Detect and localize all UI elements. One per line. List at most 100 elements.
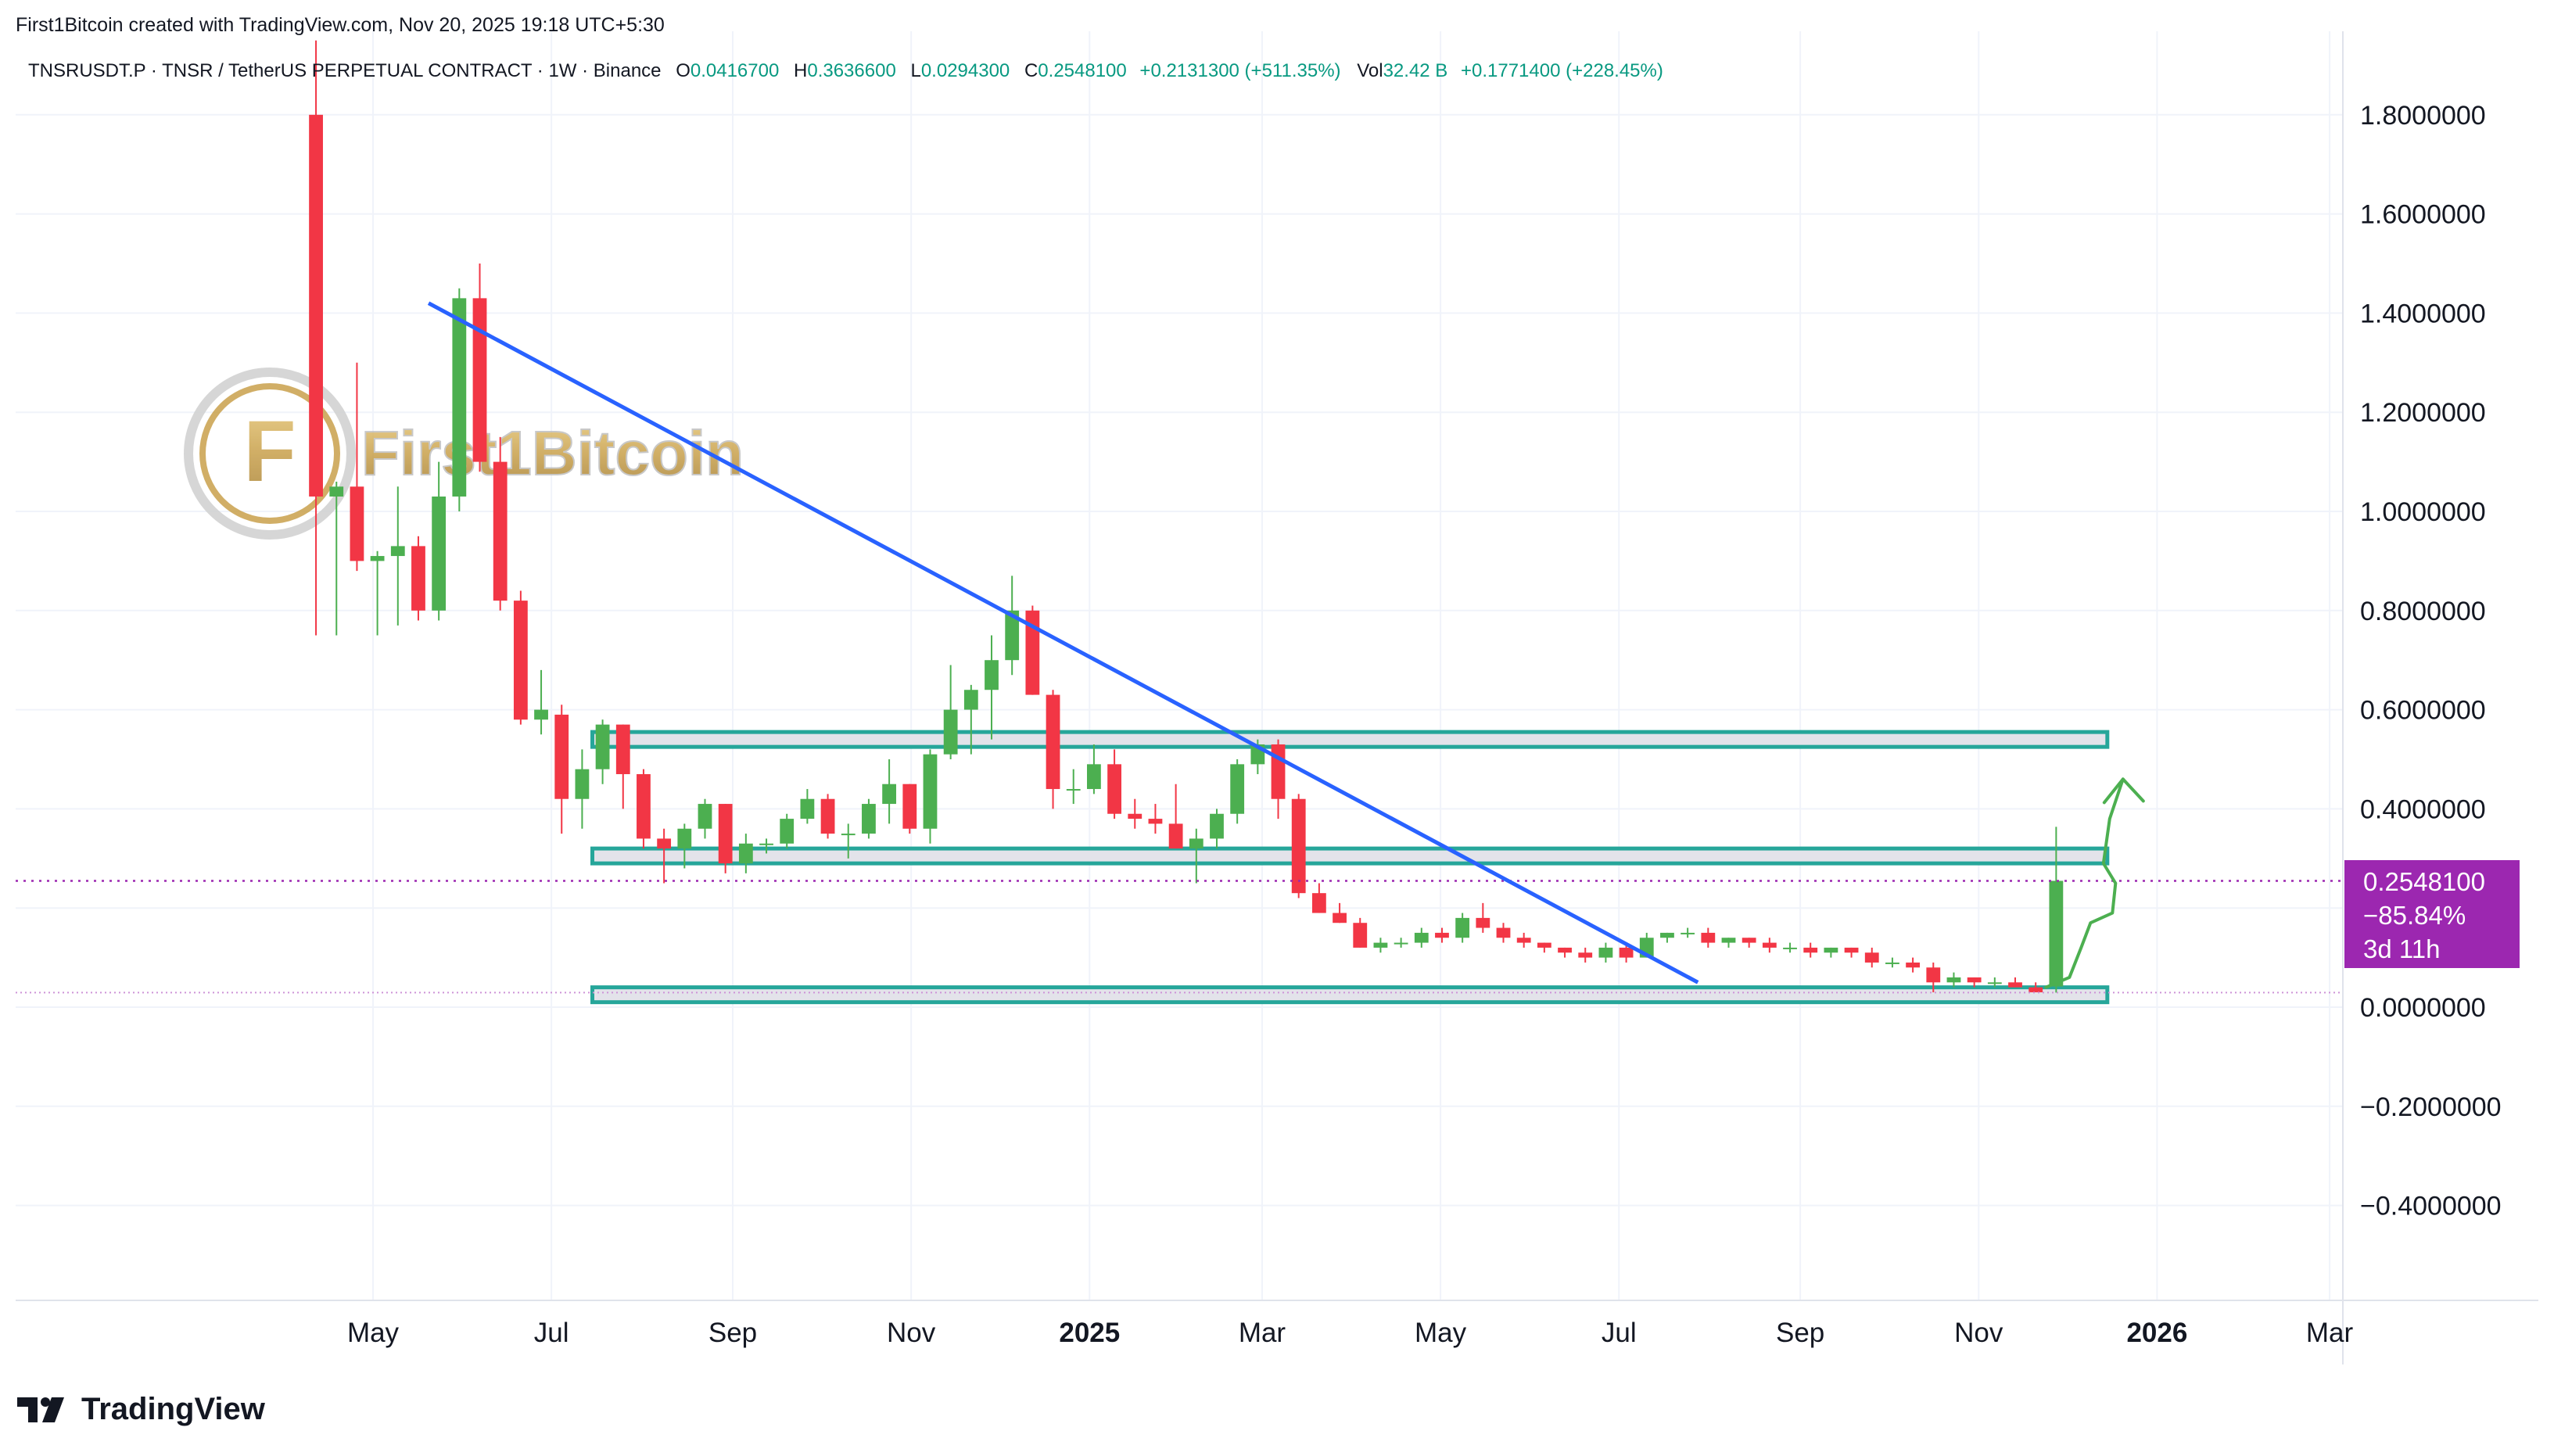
candle-body	[390, 546, 405, 557]
candle-body	[1885, 962, 1899, 964]
candle	[350, 362, 364, 572]
candle	[1333, 902, 1347, 923]
candle-body	[493, 461, 508, 601]
candle	[1660, 932, 1674, 943]
x-tick-label: Jul	[1602, 1318, 1637, 1348]
candle	[1128, 798, 1142, 829]
candle-body	[820, 798, 835, 834]
price-badge-price: 0.2548100	[2363, 867, 2485, 896]
candle-body	[1189, 838, 1203, 849]
candle	[390, 486, 405, 626]
candle-body	[1333, 913, 1347, 923]
svg-text:TNSRUSDT.P · TNSR / TetherUS P: TNSRUSDT.P · TNSR / TetherUS PERPETUAL C…	[28, 60, 1663, 81]
candle-body	[1558, 947, 1572, 953]
candle	[1414, 927, 1429, 948]
candle	[2008, 977, 2022, 988]
candle	[1762, 938, 1777, 953]
candle	[493, 436, 508, 611]
y-tick-label: 1.6000000	[2360, 200, 2486, 230]
legend-c-value: 0.2548100	[1038, 60, 1126, 81]
candle	[1824, 947, 1838, 958]
candle-body	[329, 486, 344, 497]
downtrend-line	[427, 301, 1699, 984]
candle	[841, 823, 856, 859]
candle	[1783, 942, 1797, 953]
ohlc-legend: TNSRUSDT.P · TNSR / TetherUS PERPETUAL C…	[28, 60, 1663, 81]
x-tick-label: Sep	[708, 1318, 757, 1348]
candle	[1311, 883, 1326, 913]
candle-body	[1619, 947, 1634, 958]
candle	[1681, 927, 1695, 938]
candle	[902, 784, 917, 834]
x-tick-label: Mar	[1239, 1318, 1286, 1348]
candle-body	[370, 556, 385, 561]
candle-body	[1906, 962, 1921, 968]
candle	[1168, 784, 1183, 849]
candle-body	[2008, 982, 2022, 988]
y-tick-label: 0.6000000	[2360, 696, 2486, 726]
candle	[1558, 947, 1572, 958]
candle	[637, 769, 651, 849]
candle	[698, 798, 712, 839]
candle-body	[1291, 798, 1306, 894]
candle	[1906, 957, 1921, 973]
candle	[2049, 827, 2064, 993]
x-tick-label: May	[1415, 1318, 1467, 1348]
candle-body	[759, 843, 773, 845]
tradingview-logo[interactable]: TradingView	[17, 1392, 265, 1427]
candle-body	[1353, 923, 1368, 948]
x-tick-label: Mar	[2306, 1318, 2354, 1348]
candle	[452, 288, 467, 511]
candle-body	[1230, 764, 1245, 814]
candle	[657, 828, 672, 884]
candle	[677, 823, 692, 869]
candle-body	[1476, 917, 1490, 928]
candle	[738, 834, 753, 873]
candle-body	[882, 784, 897, 805]
candle	[1230, 759, 1245, 824]
zone-2	[590, 846, 2110, 866]
candle	[1537, 942, 1551, 953]
candle-body	[1762, 942, 1777, 948]
candle	[1516, 932, 1531, 948]
annotations	[16, 301, 2343, 994]
candle	[615, 724, 630, 809]
candle-body	[1987, 982, 2002, 984]
candle-body	[1025, 610, 1040, 695]
legend-h-label: H	[794, 60, 807, 81]
legend-o-label: O	[676, 60, 691, 81]
candle-body	[1311, 893, 1326, 913]
candle	[862, 798, 876, 839]
candle-body	[1271, 744, 1286, 799]
y-tick-label: 1.2000000	[2360, 398, 2486, 428]
candle	[1087, 744, 1101, 794]
candle-body	[1148, 819, 1163, 824]
candle	[1578, 947, 1593, 963]
candle	[309, 40, 323, 636]
candle-body	[677, 828, 692, 849]
y-tick-label: −0.2000000	[2360, 1092, 2502, 1122]
candle-body	[595, 724, 610, 769]
candle-body	[1107, 764, 1121, 814]
projection-arrowhead-icon	[2102, 777, 2145, 805]
legend-c-label: C	[1024, 60, 1038, 81]
candle-body	[452, 298, 467, 497]
legend-vol-change: +0.1771400 (+228.45%)	[1461, 60, 1663, 81]
candle	[1394, 938, 1408, 948]
candle	[1864, 947, 1879, 968]
candle	[943, 665, 958, 759]
legend-h-value: 0.3636600	[807, 60, 895, 81]
candle	[1291, 794, 1306, 898]
candle	[1742, 938, 1756, 948]
legend-l-label: L	[910, 60, 920, 81]
candle	[1066, 769, 1081, 805]
candle-body	[1496, 927, 1511, 938]
candle	[1005, 576, 1020, 676]
candle-body	[1783, 947, 1797, 949]
tradingview-logo-icon	[17, 1397, 64, 1422]
candle	[963, 684, 978, 755]
price-badge-change: −85.84%	[2363, 901, 2466, 930]
y-tick-label: 1.4000000	[2360, 299, 2486, 328]
candle-body	[1926, 967, 1941, 983]
